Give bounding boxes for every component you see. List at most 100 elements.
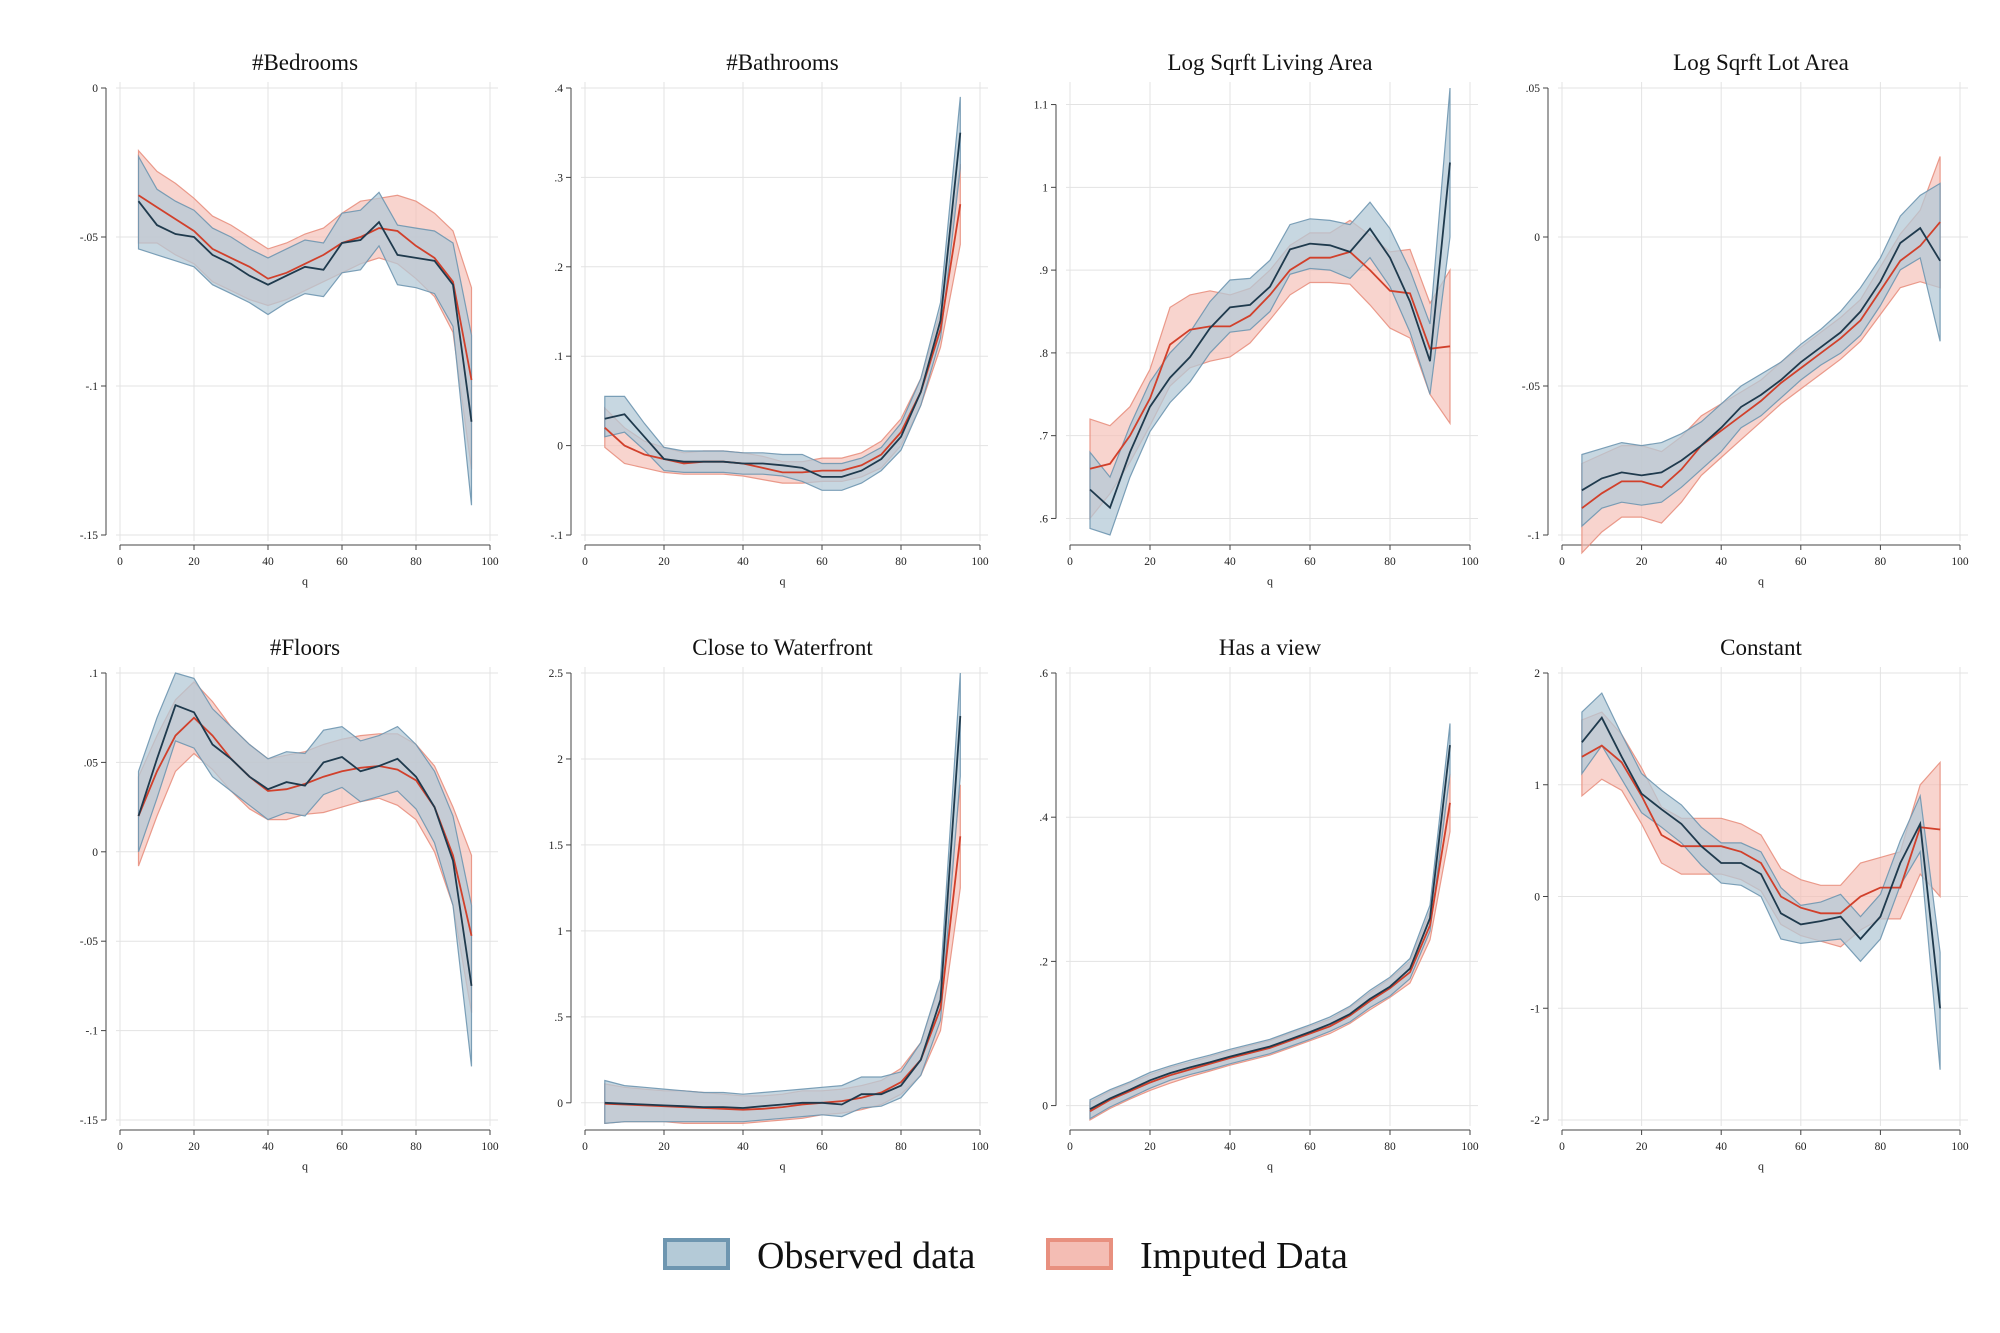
y-tick-label: .3: [554, 172, 563, 184]
imputed-estimate-line: [1089, 802, 1451, 1113]
x-tick-label: 100: [1951, 556, 1969, 568]
x-tick-label: 40: [262, 556, 274, 568]
panel-title: Has a view: [1219, 635, 1322, 660]
panel-8: 0 20 40 60 80 100 -2 -1 0 1 2 q Constant: [1530, 635, 1968, 1173]
panel-4: 0 20 40 60 80 100 -.1 -.05 0 .05 q Log Sqrft Lot Ar…: [1522, 50, 1969, 588]
x-tick-label: 60: [1795, 1141, 1807, 1153]
x-tick-label: 80: [895, 1141, 907, 1153]
x-tick-label: 80: [410, 1141, 422, 1153]
observed-confidence-band: [604, 672, 961, 1125]
y-tick-label: 0: [557, 441, 563, 453]
x-tick-label: 80: [1875, 1141, 1887, 1153]
x-tick-label: 0: [582, 556, 588, 568]
legend: Observed data Imputed Data: [663, 1235, 1348, 1277]
observed-confidence-band: [1089, 87, 1451, 536]
x-tick-label: 100: [971, 1141, 989, 1153]
panel-1: 0 20 40 60 80 100 -.15 -.1 -.05 0 q #Bedrooms: [80, 50, 499, 588]
x-axis-label: q: [302, 574, 308, 588]
observed-confidence-band: [1581, 692, 1941, 1070]
observed-confidence-band: [137, 154, 473, 506]
y-tick-label: -.15: [80, 1115, 98, 1127]
y-tick-label: -.05: [80, 232, 98, 244]
y-tick-label: .6: [1039, 513, 1048, 525]
x-tick-label: 60: [336, 1141, 348, 1153]
x-tick-label: 0: [1067, 1141, 1073, 1153]
y-tick-label: 0: [557, 1098, 563, 1110]
x-tick-label: 0: [582, 1141, 588, 1153]
legend-label-imputed: Imputed Data: [1140, 1235, 1348, 1277]
y-tick-label: .2: [554, 262, 563, 274]
x-tick-label: 0: [1559, 556, 1565, 568]
y-tick-label: .9: [1039, 265, 1048, 277]
panel-2: 0 20 40 60 80 100 -.1 0 .1 .2 .3 .4 q #Bathrooms: [551, 50, 989, 588]
y-tick-label: -.1: [86, 381, 99, 393]
y-tick-label: .4: [1039, 812, 1048, 824]
imputed-confidence-band: [1581, 711, 1941, 948]
observed-estimate-line: [137, 200, 473, 422]
observed-estimate-line: [137, 704, 473, 987]
y-tick-label: 2: [557, 754, 563, 766]
x-tick-label: 60: [816, 556, 828, 568]
y-tick-label: 0: [92, 847, 98, 859]
panel-6: 0 20 40 60 80 100 0 .5 1 1.5 2 2.5 q Close to Waterfr…: [549, 635, 989, 1173]
observed-confidence-band: [1581, 182, 1941, 528]
observed-estimate-line: [1581, 716, 1941, 1009]
x-tick-label: 0: [1559, 1141, 1565, 1153]
x-axis-label: q: [302, 1159, 308, 1173]
legend-label-observed: Observed data: [757, 1235, 976, 1277]
y-tick-label: 0: [1042, 1101, 1048, 1113]
x-tick-label: 60: [816, 1141, 828, 1153]
y-tick-label: .8: [1039, 348, 1048, 360]
y-tick-label: .5: [554, 1012, 563, 1024]
panel-title: Constant: [1720, 635, 1802, 660]
panel-3: 0 20 40 60 80 100 .6 .7 .8 .9 1 1.1 q Log Sqrft Livin…: [1034, 50, 1479, 588]
x-tick-label: 20: [658, 556, 670, 568]
x-tick-label: 100: [481, 556, 499, 568]
panel-title: Close to Waterfront: [692, 635, 873, 660]
panel-7: 0 20 40 60 80 100 0 .2 .4 .6 q Has a view: [1039, 635, 1479, 1173]
x-tick-label: 20: [1144, 556, 1156, 568]
panel-title: Log Sqrft Living Area: [1167, 50, 1372, 75]
observed-estimate-line: [604, 715, 962, 1109]
observed-estimate-line: [604, 132, 962, 478]
y-tick-label: -.05: [1522, 381, 1540, 393]
y-tick-label: 1.1: [1034, 100, 1049, 112]
x-tick-label: 20: [188, 556, 200, 568]
y-tick-label: -2: [1530, 1115, 1540, 1127]
x-tick-label: 40: [1715, 556, 1727, 568]
x-tick-label: 0: [117, 556, 123, 568]
x-axis-label: q: [1758, 1159, 1764, 1173]
observed-estimate-line: [1089, 162, 1451, 510]
x-axis-label: q: [1267, 1159, 1273, 1173]
y-tick-label: 0: [1534, 232, 1540, 244]
y-tick-label: 1: [1042, 182, 1048, 194]
x-tick-label: 20: [1636, 1141, 1648, 1153]
x-tick-label: 40: [737, 1141, 749, 1153]
imputed-estimate-line: [1581, 221, 1941, 509]
imputed-estimate-line: [1581, 744, 1941, 915]
x-tick-label: 40: [1224, 556, 1236, 568]
x-tick-label: 0: [117, 1141, 123, 1153]
x-tick-label: 40: [1224, 1141, 1236, 1153]
x-tick-label: 20: [658, 1141, 670, 1153]
x-tick-label: 80: [1384, 556, 1396, 568]
panel-title: #Floors: [270, 635, 340, 660]
x-tick-label: 100: [971, 556, 989, 568]
y-tick-label: .05: [84, 757, 99, 769]
y-tick-label: .4: [554, 83, 563, 95]
x-tick-label: 40: [737, 556, 749, 568]
x-tick-label: 60: [336, 556, 348, 568]
y-tick-label: 2: [1534, 668, 1540, 680]
observed-estimate-line: [1581, 226, 1941, 492]
panel-5: 0 20 40 60 80 100 -.15 -.1 -.05 0 .05 .1 q #Floors: [80, 635, 499, 1173]
x-tick-label: 60: [1795, 556, 1807, 568]
observed-estimate-line: [1089, 744, 1451, 1110]
y-tick-label: -1: [1530, 1003, 1540, 1015]
y-tick-label: .1: [89, 668, 98, 680]
y-tick-label: 0: [92, 83, 98, 95]
x-axis-label: q: [780, 574, 786, 588]
x-tick-label: 100: [481, 1141, 499, 1153]
x-tick-label: 40: [1715, 1141, 1727, 1153]
y-tick-label: -.1: [1528, 530, 1541, 542]
y-tick-label: 2.5: [549, 668, 564, 680]
